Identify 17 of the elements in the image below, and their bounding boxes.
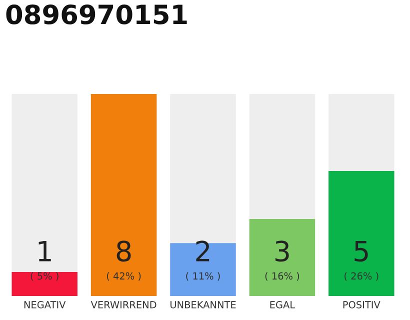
x-tick-label: UNBEKANNTE <box>170 301 236 308</box>
x-tick-label: VERWIRREND <box>90 301 156 308</box>
annotation: 8 <box>116 240 131 262</box>
chart-title: 0896970151 <box>6 4 187 24</box>
annotation: 1 <box>38 240 51 262</box>
annotation: 3 <box>275 240 289 262</box>
annotation: 5 <box>354 240 368 262</box>
data-label: ( 11% ) <box>186 272 220 281</box>
annotation: 2 <box>196 240 210 262</box>
data-label: ( 26% ) <box>344 272 378 281</box>
x-tick-label: EGAL <box>270 301 296 308</box>
x-tick-label: POSITIV <box>343 301 380 308</box>
data-label: ( 42% ) <box>106 272 141 281</box>
x-tick-label: NEGATIV <box>24 301 66 308</box>
data-label: ( 5% ) <box>30 272 58 281</box>
bar <box>12 272 78 296</box>
data-label: ( 16% ) <box>265 272 300 281</box>
